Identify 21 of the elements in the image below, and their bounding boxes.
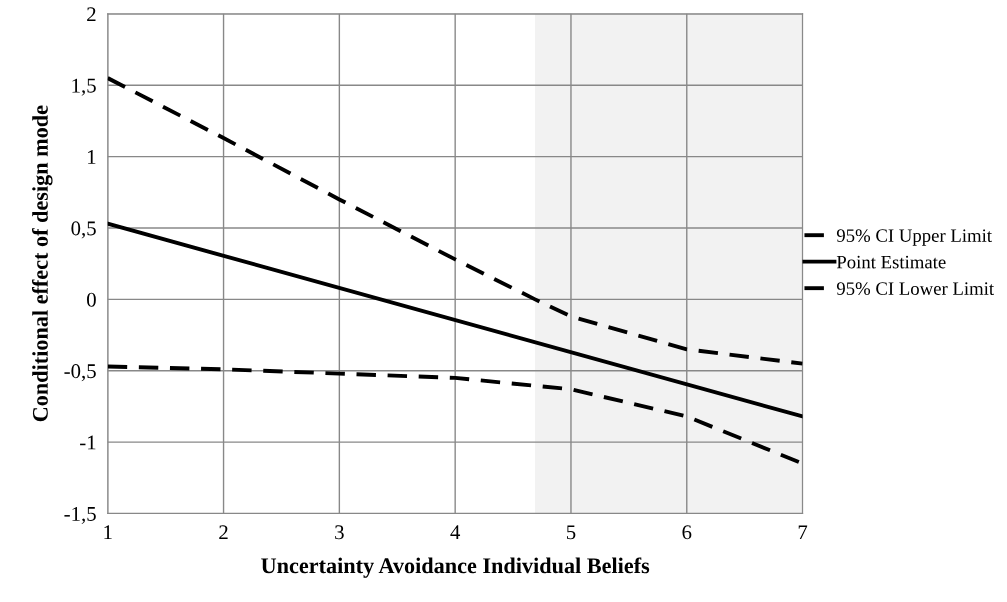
y-axis-title: Conditional effect of design mode: [32, 105, 53, 422]
x-tick-label: 5: [566, 525, 576, 540]
legend-label: Point Estimate: [836, 255, 946, 269]
y-tick-label: -0,5: [64, 364, 96, 382]
x-tick-label: 1: [104, 525, 112, 540]
y-tick-label: 0,5: [71, 221, 96, 239]
legend-label: 95% CI Lower Limit: [836, 282, 994, 295]
y-tick-label: 0: [87, 292, 96, 307]
y-tick-label: 1: [88, 150, 96, 164]
y-tick-label: -1,5: [64, 506, 96, 524]
line-series: [107, 76, 803, 366]
x-axis-title: Uncertainty Avoidance Individual Beliefs: [261, 557, 650, 578]
y-tick-label: 2: [87, 7, 96, 22]
y-tick-label: 1,5: [72, 78, 96, 96]
x-tick-label: 3: [335, 525, 344, 540]
x-tick-label: 7: [798, 525, 808, 540]
x-tick-label: 2: [219, 525, 228, 540]
x-tick-label: 4: [450, 525, 461, 540]
x-tick-label: 6: [682, 525, 692, 540]
y-tick-label: -1: [80, 435, 96, 450]
legend-label: 95% CI Upper Limit: [836, 229, 992, 246]
